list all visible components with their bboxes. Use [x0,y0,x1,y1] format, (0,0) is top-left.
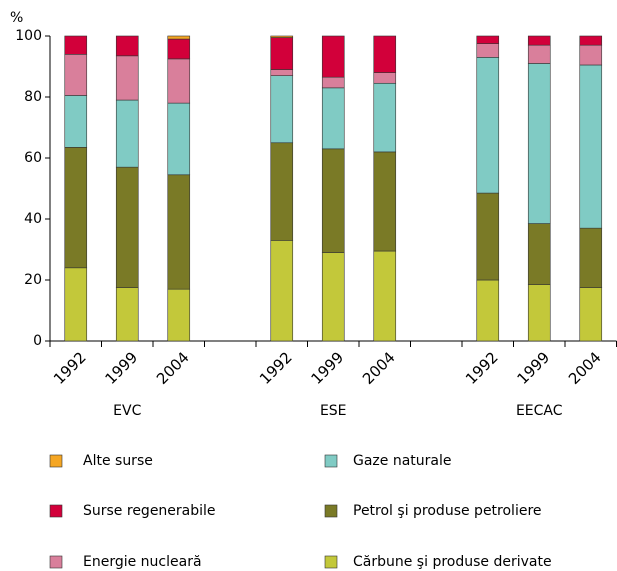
group-label: EVC [113,403,141,419]
bar-segment [115,35,139,57]
bar-segment [115,287,139,342]
x-tick-label: 2004 [359,348,399,388]
bar-segment [321,76,345,89]
bar-segment [321,35,345,78]
x-tick-label: 1992 [462,348,502,388]
bar-segment [270,75,294,144]
bar-segment [270,35,294,38]
legend-swatch [324,504,338,518]
bar-segment [579,44,603,66]
bar-segment [527,44,551,64]
x-tick-label: 1999 [102,348,142,388]
bar-segment [373,72,397,84]
bar-segment [167,58,191,104]
bar-segment [476,35,500,44]
x-tick-label: 1992 [256,348,296,388]
legend-swatch [49,555,63,569]
bar-segment [321,148,345,253]
legend-swatch [49,454,63,468]
bar-segment [579,287,603,342]
bar-segment [115,55,139,101]
x-tick-label: 1992 [50,348,90,388]
y-tick-label: 100 [15,28,42,44]
bar-segment [476,192,500,281]
bar-segment [373,35,397,73]
legend-swatch [324,454,338,468]
bar-segment [373,82,397,153]
bar-segment [373,250,397,342]
bar-segment [579,227,603,288]
bar-segment [527,35,551,46]
bar-segment [115,99,139,168]
legend-label: Gaze naturale [353,453,452,469]
bar-segment [64,147,88,269]
legend-label: Petrol şi produse petroliere [353,503,542,519]
bar-segment [476,43,500,58]
bar-segment [270,37,294,70]
bar-segment [167,35,191,40]
bar-segment [476,57,500,194]
y-tick-label: 40 [24,211,42,227]
x-tick-label: 2004 [153,348,193,388]
group-label: ESE [320,403,347,419]
bar-segment [115,166,139,288]
bar-segment [527,284,551,342]
bar-segment [167,288,191,342]
bar-segment [64,35,88,55]
bar-segment [527,223,551,285]
x-tick-label: 1999 [514,348,554,388]
legend-label: Cărbune şi produse derivate [353,554,552,570]
bar-segment [476,279,500,342]
bar-segment [321,87,345,150]
legend-label: Surse regenerabile [83,503,216,519]
bar-segment [64,267,88,342]
x-tick-label: 2004 [565,348,605,388]
y-tick-label: 20 [24,272,42,288]
y-tick-label: 80 [24,89,42,105]
bar-segment [373,151,397,252]
bar-segment [579,35,603,46]
bar-segment [270,240,294,342]
bar-segment [527,63,551,224]
bar-segment [167,102,191,176]
bar-segment [579,64,603,229]
bar-segment [270,69,294,76]
group-label: EECAC [516,403,563,419]
legend-label: Energie nucleară [83,554,202,570]
bar-segment [270,142,294,241]
bar-segment [64,95,88,148]
legend-swatch [324,555,338,569]
y-axis-label: % [10,10,23,26]
bar-segment [167,174,191,290]
bar-segment [167,38,191,60]
y-tick-label: 60 [24,150,42,166]
legend-swatch [49,504,63,518]
legend-label: Alte surse [83,453,153,469]
y-tick-label: 0 [33,333,42,349]
bar-segment [64,53,88,96]
bar-segment [321,252,345,342]
x-tick-label: 1999 [308,348,348,388]
